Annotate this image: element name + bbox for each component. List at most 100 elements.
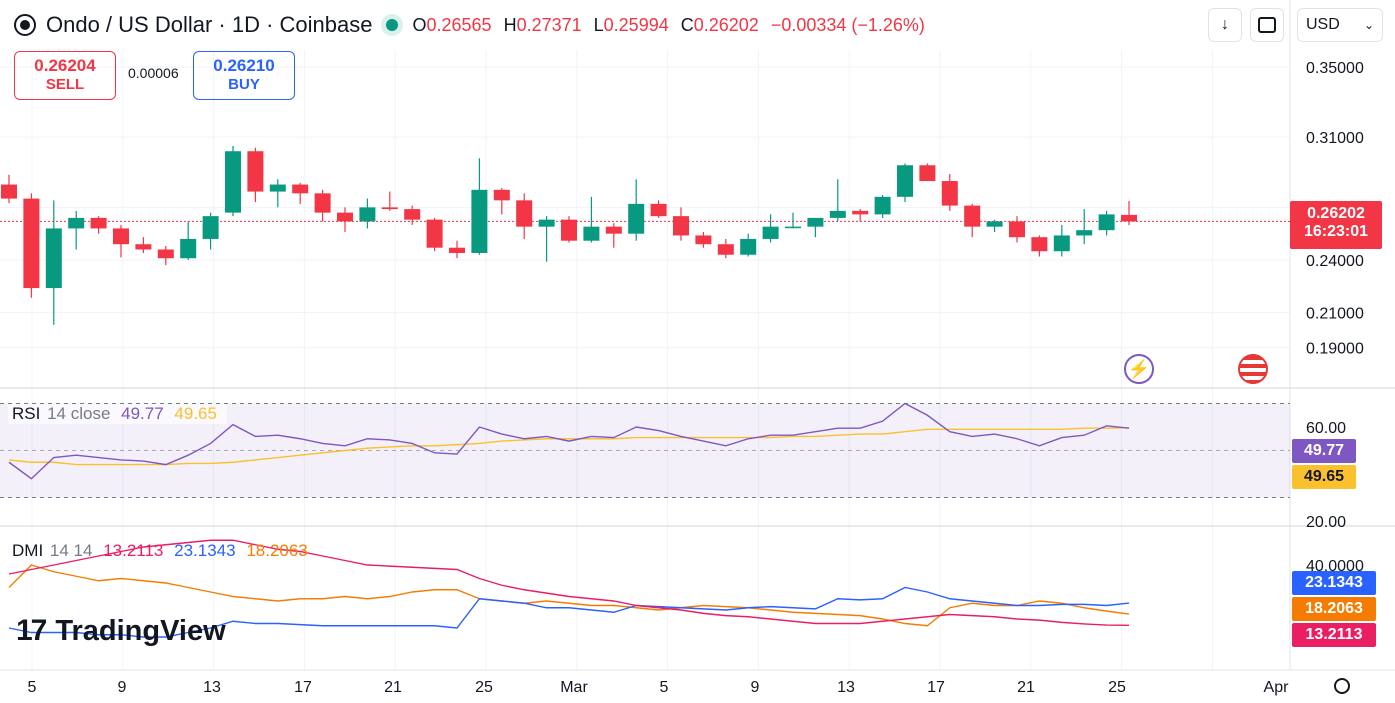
candle-body (381, 207, 398, 210)
price-tick-label: 0.31000 (1306, 130, 1364, 147)
candle-body (90, 217, 107, 229)
candle-body (247, 151, 264, 192)
spread-value: 0.00006 (128, 65, 179, 81)
candle-body (202, 216, 219, 239)
candle-body (426, 219, 443, 248)
candle-body (1009, 221, 1025, 238)
rsi-name: RSI (12, 404, 41, 423)
price-tick-label: 0.35000 (1306, 60, 1364, 77)
rsi-value: 49.77 (121, 404, 164, 423)
close-label: C (680, 14, 694, 35)
close-value: 0.26202 (693, 14, 759, 35)
candle-body (852, 210, 869, 215)
candle-body (874, 196, 891, 215)
candle-body (292, 184, 309, 194)
candle-body (717, 244, 734, 255)
currency-value: USD (1306, 16, 1340, 33)
candle-body (113, 228, 129, 245)
time-axis[interactable]: 5 9 13 17 21 25 Mar 5 9 13 17 21 25 Apr (0, 669, 1395, 696)
rsi-params: 14 close (47, 404, 111, 423)
price-axis[interactable]: 0.350000.310000.270000.240000.210000.190… (1306, 60, 1364, 575)
time-tick-label: 9 (751, 679, 760, 696)
us-flag-icon[interactable] (1238, 354, 1268, 384)
candle-body (1076, 230, 1093, 236)
time-tick-label: 25 (1108, 679, 1126, 696)
candle-body (762, 226, 779, 239)
market-status-icon[interactable] (386, 19, 399, 31)
dmi-minus-tag: 13.2113 (1292, 623, 1376, 647)
rsi-series (8, 402, 1130, 480)
candle-body (807, 217, 824, 227)
candle-body (269, 184, 286, 192)
price-tick-label: 0.24000 (1306, 253, 1364, 270)
candle-body (919, 165, 936, 182)
candle-body (941, 181, 958, 206)
candle-body (516, 200, 533, 227)
rsi-tick-label: 60.00 (1306, 420, 1346, 437)
lightning-icon[interactable]: ⚡ (1124, 354, 1154, 384)
candle-body (449, 247, 465, 253)
grid (0, 50, 1290, 670)
sell-button[interactable]: 0.26204 SELL (14, 51, 116, 100)
rsi-legend[interactable]: RSI 14 close 49.77 49.65 (8, 404, 227, 424)
time-tick-label: 9 (118, 679, 127, 696)
dmi-name: DMI (12, 541, 44, 560)
time-tick-label: 13 (203, 679, 221, 696)
time-tick-label: 5 (28, 679, 37, 696)
dmi-plus-value: 23.1343 (174, 541, 236, 560)
time-tick-label: 13 (837, 679, 855, 696)
dmi-plus-tag: 23.1343 (1292, 571, 1376, 595)
time-tick-label: 21 (384, 679, 402, 696)
last-price-tag: 0.26202 16:23:01 (1290, 201, 1382, 249)
adx-value: 18.2063 (246, 541, 308, 560)
candle-body (1121, 214, 1137, 222)
dmi-series (8, 539, 1130, 638)
rsi-line (8, 402, 1130, 480)
tradingview-logo-icon: 17 (16, 614, 47, 647)
dmi-params: 14 14 (49, 541, 93, 560)
candle-body (964, 205, 981, 227)
candle-body (605, 226, 622, 234)
di-minus-line (8, 539, 1130, 626)
time-tick-label: 21 (1017, 679, 1035, 696)
candle-body (1098, 214, 1115, 231)
dmi-minus-value: 13.2113 (103, 541, 164, 560)
time-tick-label: Apr (1264, 679, 1290, 696)
symbol-title[interactable]: Ondo / US Dollar · 1D · Coinbase (46, 12, 373, 37)
candle-body (493, 189, 510, 201)
time-tick-label: 5 (660, 679, 669, 696)
rsi-value-tag: 49.77 (1292, 439, 1356, 463)
adx-line (8, 564, 1130, 627)
candle-body (1053, 235, 1070, 252)
candle-body (785, 226, 801, 229)
rsi-ma-tag: 49.65 (1292, 465, 1356, 489)
rsi-ma-value: 49.65 (174, 404, 217, 423)
candle-body (1031, 237, 1048, 252)
bar-countdown: 16:23:01 (1303, 223, 1369, 240)
time-tick-label: 17 (294, 679, 312, 696)
time-tick-label: 17 (927, 679, 945, 696)
candle-body (23, 198, 40, 289)
download-button[interactable]: ↓ (1208, 8, 1242, 42)
buy-button[interactable]: 0.26210 BUY (193, 51, 295, 100)
dmi-legend[interactable]: DMI 14 14 13.2113 23.1343 18.2063 (8, 541, 318, 561)
high-label: H (503, 14, 517, 35)
fullscreen-button[interactable] (1250, 8, 1284, 42)
candle-body (1, 184, 17, 199)
buy-label: BUY (228, 76, 260, 93)
dmi-tick-label: 40.0000 (1306, 558, 1364, 575)
pane-separators (0, 0, 1395, 670)
candle-body (740, 238, 757, 255)
adx-tag: 18.2063 (1292, 597, 1376, 621)
time-tick-label: Mar (560, 679, 588, 696)
settings-icon[interactable] (1334, 678, 1350, 694)
candle-body (180, 238, 197, 259)
candle-body (897, 165, 913, 197)
price-tick-label: 0.19000 (1306, 341, 1364, 358)
low-value: 0.25994 (603, 14, 669, 35)
sell-price: 0.26204 (34, 56, 96, 75)
candle-body (628, 203, 645, 234)
watermark-text: TradingView (55, 614, 226, 647)
currency-select[interactable]: USD ⌄ (1297, 8, 1383, 42)
